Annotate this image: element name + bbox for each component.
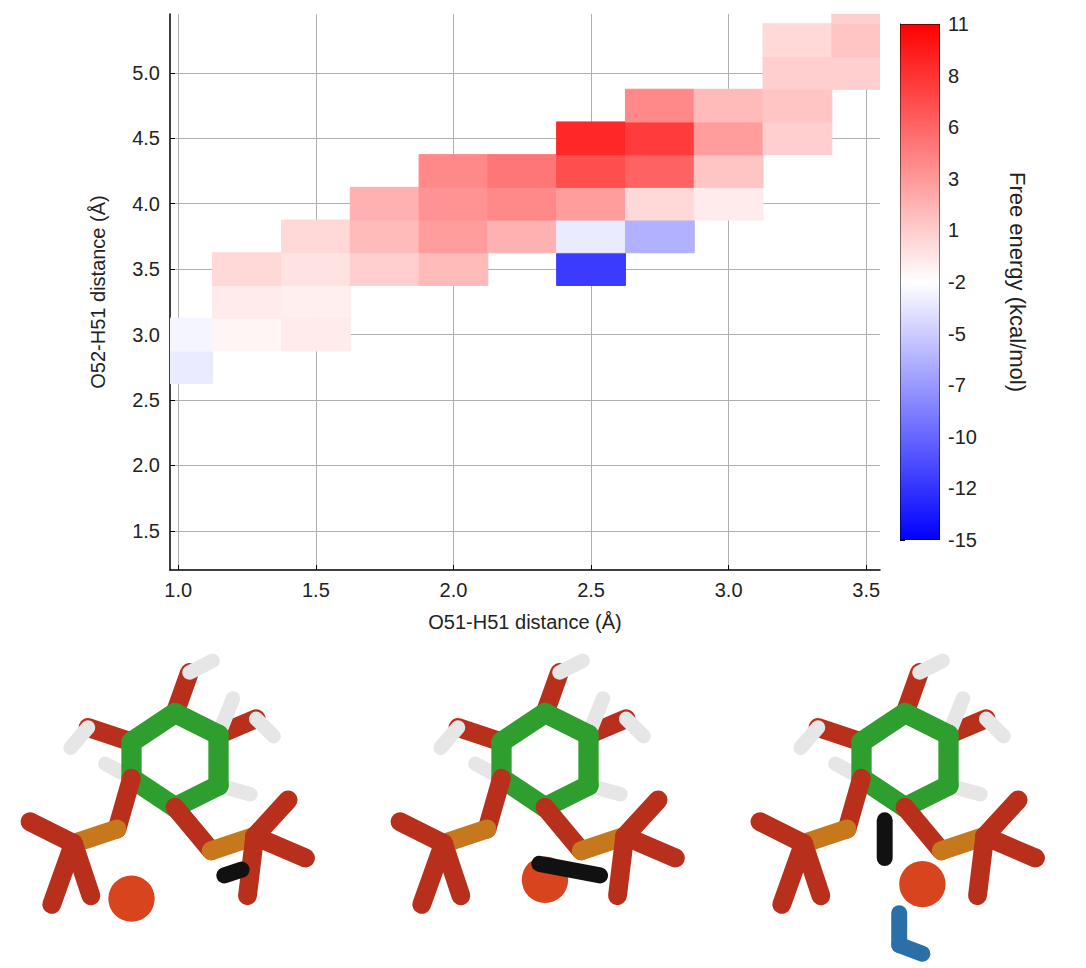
svg-text:1.5: 1.5 (302, 579, 330, 601)
svg-text:5.0: 5.0 (132, 62, 160, 84)
svg-text:O52-H51 distance (Å): O52-H51 distance (Å) (87, 195, 109, 388)
svg-text:3: 3 (948, 168, 959, 190)
svg-text:6: 6 (948, 116, 959, 138)
svg-text:3.5: 3.5 (132, 258, 160, 280)
svg-text:2.5: 2.5 (577, 579, 605, 601)
svg-text:4.5: 4.5 (132, 127, 160, 149)
svg-text:3.0: 3.0 (132, 324, 160, 346)
svg-text:-2: -2 (948, 271, 966, 293)
svg-text:11: 11 (948, 13, 969, 35)
svg-text:4.0: 4.0 (132, 193, 160, 215)
svg-text:Free energy (kcal/mol): Free energy (kcal/mol) (1005, 172, 1030, 392)
svg-text:2.0: 2.0 (132, 454, 160, 476)
svg-text:1: 1 (948, 219, 959, 241)
svg-text:2.0: 2.0 (440, 579, 468, 601)
svg-text:-5: -5 (948, 323, 966, 345)
svg-text:-10: -10 (948, 426, 977, 448)
svg-text:-15: -15 (948, 529, 977, 551)
svg-text:1.0: 1.0 (164, 579, 192, 601)
svg-text:2.5: 2.5 (132, 389, 160, 411)
svg-text:O51-H51 distance (Å): O51-H51 distance (Å) (428, 611, 621, 633)
svg-text:1.5: 1.5 (132, 520, 160, 542)
svg-text:-12: -12 (948, 477, 977, 499)
svg-text:3.0: 3.0 (715, 579, 743, 601)
svg-text:8: 8 (948, 65, 959, 87)
svg-text:3.5: 3.5 (852, 579, 880, 601)
svg-text:-7: -7 (948, 374, 966, 396)
